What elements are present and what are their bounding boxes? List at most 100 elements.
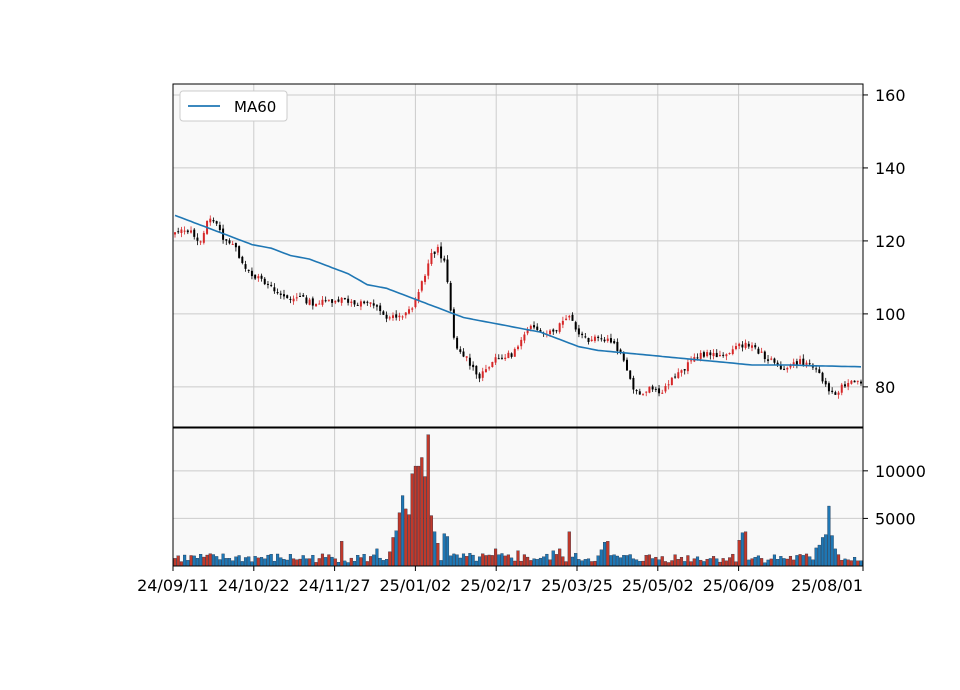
volume-bar xyxy=(837,554,841,567)
candle-body xyxy=(747,343,750,347)
volume-bar xyxy=(795,555,799,567)
candle-body xyxy=(459,349,462,352)
volume-bar xyxy=(548,559,552,567)
volume-bar xyxy=(436,543,440,567)
volume-bars xyxy=(173,434,863,567)
candle-body xyxy=(180,229,183,234)
volume-bar xyxy=(420,457,424,567)
volume-bar xyxy=(413,465,417,567)
candle-body xyxy=(436,246,439,253)
candle-body xyxy=(347,298,350,303)
volume-bar xyxy=(859,560,863,567)
volume-bar xyxy=(660,556,664,567)
volume-bar xyxy=(240,561,244,567)
candle-body xyxy=(549,330,552,335)
volume-bar xyxy=(260,557,264,567)
candle-body xyxy=(308,299,311,305)
candle-body xyxy=(577,328,580,335)
candle-body xyxy=(497,358,500,360)
candle-body xyxy=(340,297,343,303)
volume-bar xyxy=(596,555,600,567)
candle-body xyxy=(231,243,234,245)
volume-bar xyxy=(186,560,190,567)
candle-body xyxy=(629,370,632,379)
candle-body xyxy=(642,393,645,395)
volume-bar xyxy=(615,555,619,567)
legend: MA60 xyxy=(179,90,288,122)
candle-body xyxy=(311,298,314,306)
candle-body xyxy=(449,282,452,311)
volume-bar xyxy=(692,558,696,567)
candle-body xyxy=(411,308,414,310)
volume-bar xyxy=(545,553,549,567)
volume-bar xyxy=(490,555,494,567)
volume-bar xyxy=(449,555,453,567)
volume-bar xyxy=(824,534,828,567)
volume-bar xyxy=(606,541,610,567)
volume-bar xyxy=(763,562,767,567)
volume-bar xyxy=(529,560,533,567)
volume-bar xyxy=(247,556,251,567)
candle-body xyxy=(565,318,568,321)
candle-body xyxy=(337,299,340,302)
volume-bar xyxy=(295,559,299,567)
candle-body xyxy=(456,337,459,349)
volume-bar xyxy=(583,559,587,567)
volume-bar xyxy=(683,561,687,567)
volume-bar xyxy=(234,556,238,567)
volume-bar xyxy=(593,560,597,567)
volume-bar xyxy=(647,554,651,567)
volume-bar xyxy=(484,555,488,567)
volume-bar xyxy=(718,561,722,567)
volume-bar xyxy=(429,515,433,567)
volume-bar xyxy=(830,535,834,567)
price-panel: 80 100 120 140 160 MA60 xyxy=(172,83,906,428)
volume-bar xyxy=(846,559,850,567)
candle-body xyxy=(754,345,757,348)
candle-body xyxy=(702,352,705,357)
candle-body xyxy=(382,311,385,315)
volume-bar xyxy=(638,561,642,567)
candle-body xyxy=(587,337,590,342)
candle-body xyxy=(658,388,661,394)
volume-bar xyxy=(792,559,796,567)
candle-body xyxy=(712,353,715,357)
volume-bar xyxy=(612,554,616,567)
candle-body xyxy=(786,367,789,370)
volume-bar xyxy=(263,558,267,567)
candle-body xyxy=(645,391,648,393)
candle-body xyxy=(827,383,830,392)
candle-body xyxy=(183,230,186,232)
volume-bar xyxy=(734,561,738,567)
candle-body xyxy=(856,380,859,382)
volume-bar xyxy=(381,560,385,567)
candle-body xyxy=(379,305,382,312)
x-tick-label: 25/05/02 xyxy=(622,576,694,595)
volume-bar xyxy=(516,550,520,567)
candle-body xyxy=(375,305,378,307)
candle-body xyxy=(327,299,330,301)
volume-bar xyxy=(522,554,526,567)
candle-body xyxy=(619,349,622,353)
candle-body xyxy=(860,381,862,384)
candle-body xyxy=(225,239,228,241)
x-tick-label: 25/02/17 xyxy=(460,576,532,595)
candle-body xyxy=(792,362,795,366)
volume-bar xyxy=(574,553,578,567)
volume-bar xyxy=(324,557,328,567)
volume-bar xyxy=(237,555,241,567)
candle-body xyxy=(244,264,247,269)
candle-body xyxy=(741,344,744,348)
candle-body xyxy=(731,349,734,354)
candle-body xyxy=(241,256,244,264)
candle-body xyxy=(295,297,298,299)
volume-bar xyxy=(343,560,347,567)
volume-bar xyxy=(538,557,542,567)
volume-bar xyxy=(628,554,632,567)
volume-bar xyxy=(221,553,225,567)
volume-bar xyxy=(853,557,857,567)
candle-body xyxy=(799,359,802,365)
volume-bar xyxy=(346,562,350,567)
volume-bar xyxy=(644,555,648,567)
x-axis: 24/09/11 24/10/22 24/11/27 25/01/02 25/02/17… xyxy=(137,566,864,595)
